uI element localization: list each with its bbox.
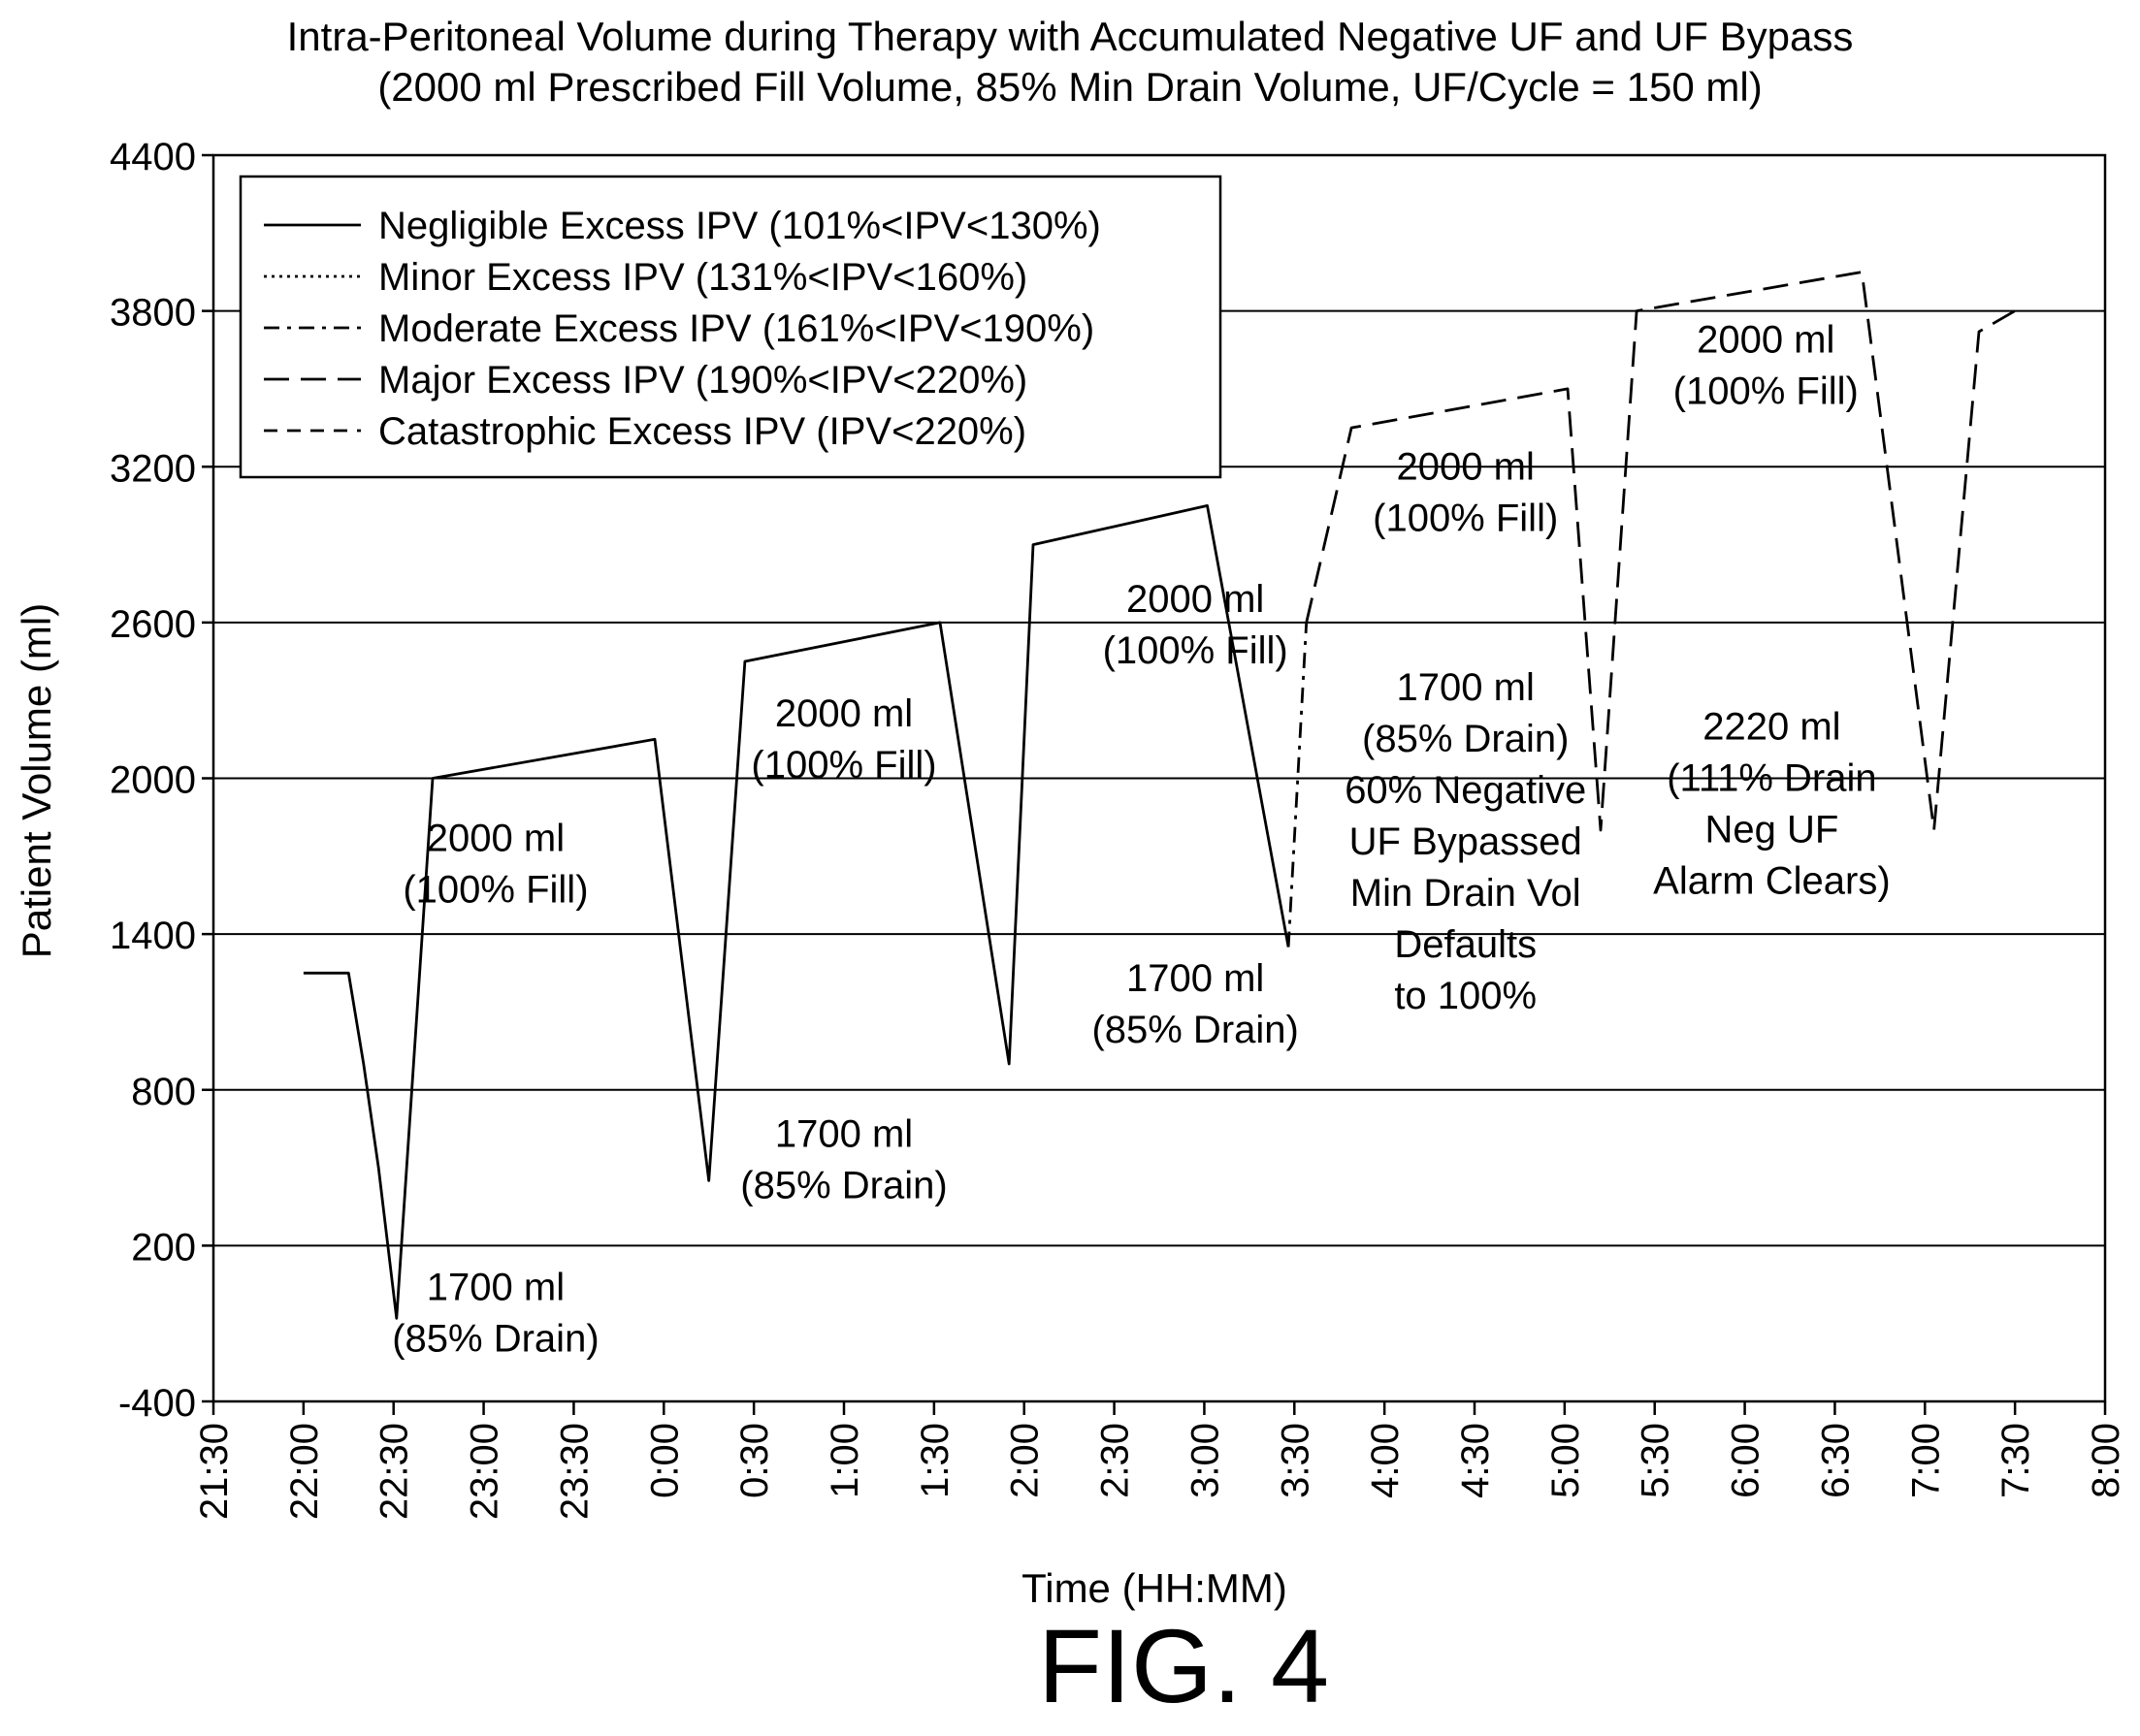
annotation-line: (85% Drain) <box>1362 718 1569 760</box>
chart-title: Intra-Peritoneal Volume during Therapy w… <box>286 14 1854 59</box>
annotation-line: to 100% <box>1394 975 1537 1017</box>
x-tick-label: 6:30 <box>1814 1423 1857 1498</box>
annotation-line: (100% Fill) <box>1373 498 1558 540</box>
annotation: 2000 ml (100% Fill) <box>1673 318 1859 412</box>
x-tick-label: 7:00 <box>1904 1423 1947 1498</box>
y-tick-label: 2600 <box>110 603 196 646</box>
x-tick-label: 2:00 <box>1004 1423 1047 1498</box>
series-line <box>1286 622 1309 948</box>
y-axis-label: Patient Volume (ml) <box>14 603 59 958</box>
legend-entry: Catastrophic Excess IPV (IPV<220%) <box>378 410 1026 453</box>
series-line <box>1305 271 2016 832</box>
annotation-line: (100% Fill) <box>1103 629 1288 672</box>
annotation-line: 1700 ml <box>427 1267 565 1309</box>
legend: Negligible Excess IPV (101%<IPV<130%) Min… <box>239 175 1222 479</box>
y-tick-label: 3200 <box>110 447 196 490</box>
x-tick-label: 5:30 <box>1635 1423 1677 1498</box>
legend-entry: Negligible Excess IPV (101%<IPV<130%) <box>378 205 1101 247</box>
x-tick-label: 0:00 <box>643 1423 686 1498</box>
legend-entry: Minor Excess IPV (131%<IPV<160%) <box>378 256 1027 299</box>
annotation: 2000 ml (100% Fill) <box>403 817 588 911</box>
x-tick-label: 8:00 <box>2085 1423 2127 1498</box>
x-tick-label: 6:00 <box>1725 1423 1767 1498</box>
x-tick-label: 22:00 <box>283 1423 326 1520</box>
annotation-line: 1700 ml <box>775 1113 913 1156</box>
annotation-line: 2000 ml <box>775 692 913 735</box>
annotation-line: 1700 ml <box>1397 666 1535 709</box>
y-tick-label: 1400 <box>110 915 196 957</box>
annotation-line: (100% Fill) <box>751 744 936 787</box>
annotation-line: Min Drain Vol <box>1350 872 1581 915</box>
y-tick-label: 4400 <box>110 136 196 178</box>
y-tick-label: -400 <box>118 1382 196 1425</box>
annotation: 2220 ml (111% Drain Neg UF Alarm Clears) <box>1653 705 1890 902</box>
x-tick-label: 3:30 <box>1274 1423 1316 1498</box>
x-axis-label: Time (HH:MM) <box>1021 1565 1287 1611</box>
legend-box <box>239 175 1222 479</box>
x-tick-label: 22:30 <box>373 1423 416 1520</box>
x-tick-label: 3:00 <box>1183 1423 1226 1498</box>
x-tick-label: 0:30 <box>733 1423 776 1498</box>
annotation: 1700 ml (85% Drain) <box>740 1113 947 1207</box>
figure-label: FIG. 4 <box>1038 1607 1330 1724</box>
annotation: 1700 ml (85% Drain) <box>1091 957 1298 1051</box>
x-tick-label: 2:30 <box>1094 1423 1137 1498</box>
annotation-line: (85% Drain) <box>392 1318 599 1361</box>
series-lines <box>303 271 2016 1320</box>
annotation: 2000 ml (100% Fill) <box>1103 578 1288 672</box>
y-tick-label: 200 <box>131 1226 196 1269</box>
x-tick-label: 4:00 <box>1364 1423 1407 1498</box>
annotation-line: 2000 ml <box>1697 318 1834 361</box>
annotations: 1700 ml (85% Drain) 2000 ml (100% Fill) 1700… <box>392 318 1890 1360</box>
x-tick-label: 1:00 <box>824 1423 866 1498</box>
legend-entry: Major Excess IPV (190%<IPV<220%) <box>378 359 1027 402</box>
x-tick-label: 7:30 <box>1994 1423 2037 1498</box>
annotation: 2000 ml (100% Fill) <box>1373 446 1558 540</box>
x-tick-label: 21:30 <box>193 1423 236 1520</box>
annotation-line: Neg UF <box>1705 808 1839 851</box>
x-tick-label: 23:00 <box>464 1423 506 1520</box>
x-tick-label: 23:30 <box>553 1423 596 1520</box>
annotation-line: (85% Drain) <box>1091 1009 1298 1051</box>
x-tick-label: 1:30 <box>914 1423 957 1498</box>
annotation-line: (100% Fill) <box>403 868 588 911</box>
annotation-line: 2000 ml <box>1126 578 1264 621</box>
x-tick-label: 5:00 <box>1544 1423 1587 1498</box>
series-line <box>303 504 1290 1320</box>
annotation-line: 1700 ml <box>1126 957 1264 1000</box>
y-tick-label: 800 <box>131 1071 196 1113</box>
annotation-line: 2000 ml <box>1397 446 1535 489</box>
annotation-line: (100% Fill) <box>1673 370 1859 412</box>
annotation: 1700 ml (85% Drain) 60% Negative UF Bypasse… <box>1345 666 1586 1017</box>
annotation-line: 60% Negative <box>1345 769 1586 812</box>
x-tick-label: 4:30 <box>1454 1423 1497 1498</box>
annotation-line: 2000 ml <box>427 817 565 859</box>
y-tick-label: 3800 <box>110 292 196 335</box>
annotation-line: Defaults <box>1394 923 1537 966</box>
annotation-line: (85% Drain) <box>740 1165 947 1207</box>
annotation: 2000 ml (100% Fill) <box>751 692 936 787</box>
annotation-line: Alarm Clears) <box>1653 859 1890 902</box>
annotation: 1700 ml (85% Drain) <box>392 1267 599 1361</box>
legend-entry: Moderate Excess IPV (161%<IPV<190%) <box>378 307 1094 350</box>
annotation-line: 2220 ml <box>1702 705 1840 748</box>
annotation-line: UF Bypassed <box>1349 820 1582 863</box>
annotation-line: (111% Drain <box>1667 756 1876 799</box>
y-tick-label: 2000 <box>110 759 196 802</box>
chart-subtitle: (2000 ml Prescribed Fill Volume, 85% Min… <box>377 64 1763 110</box>
